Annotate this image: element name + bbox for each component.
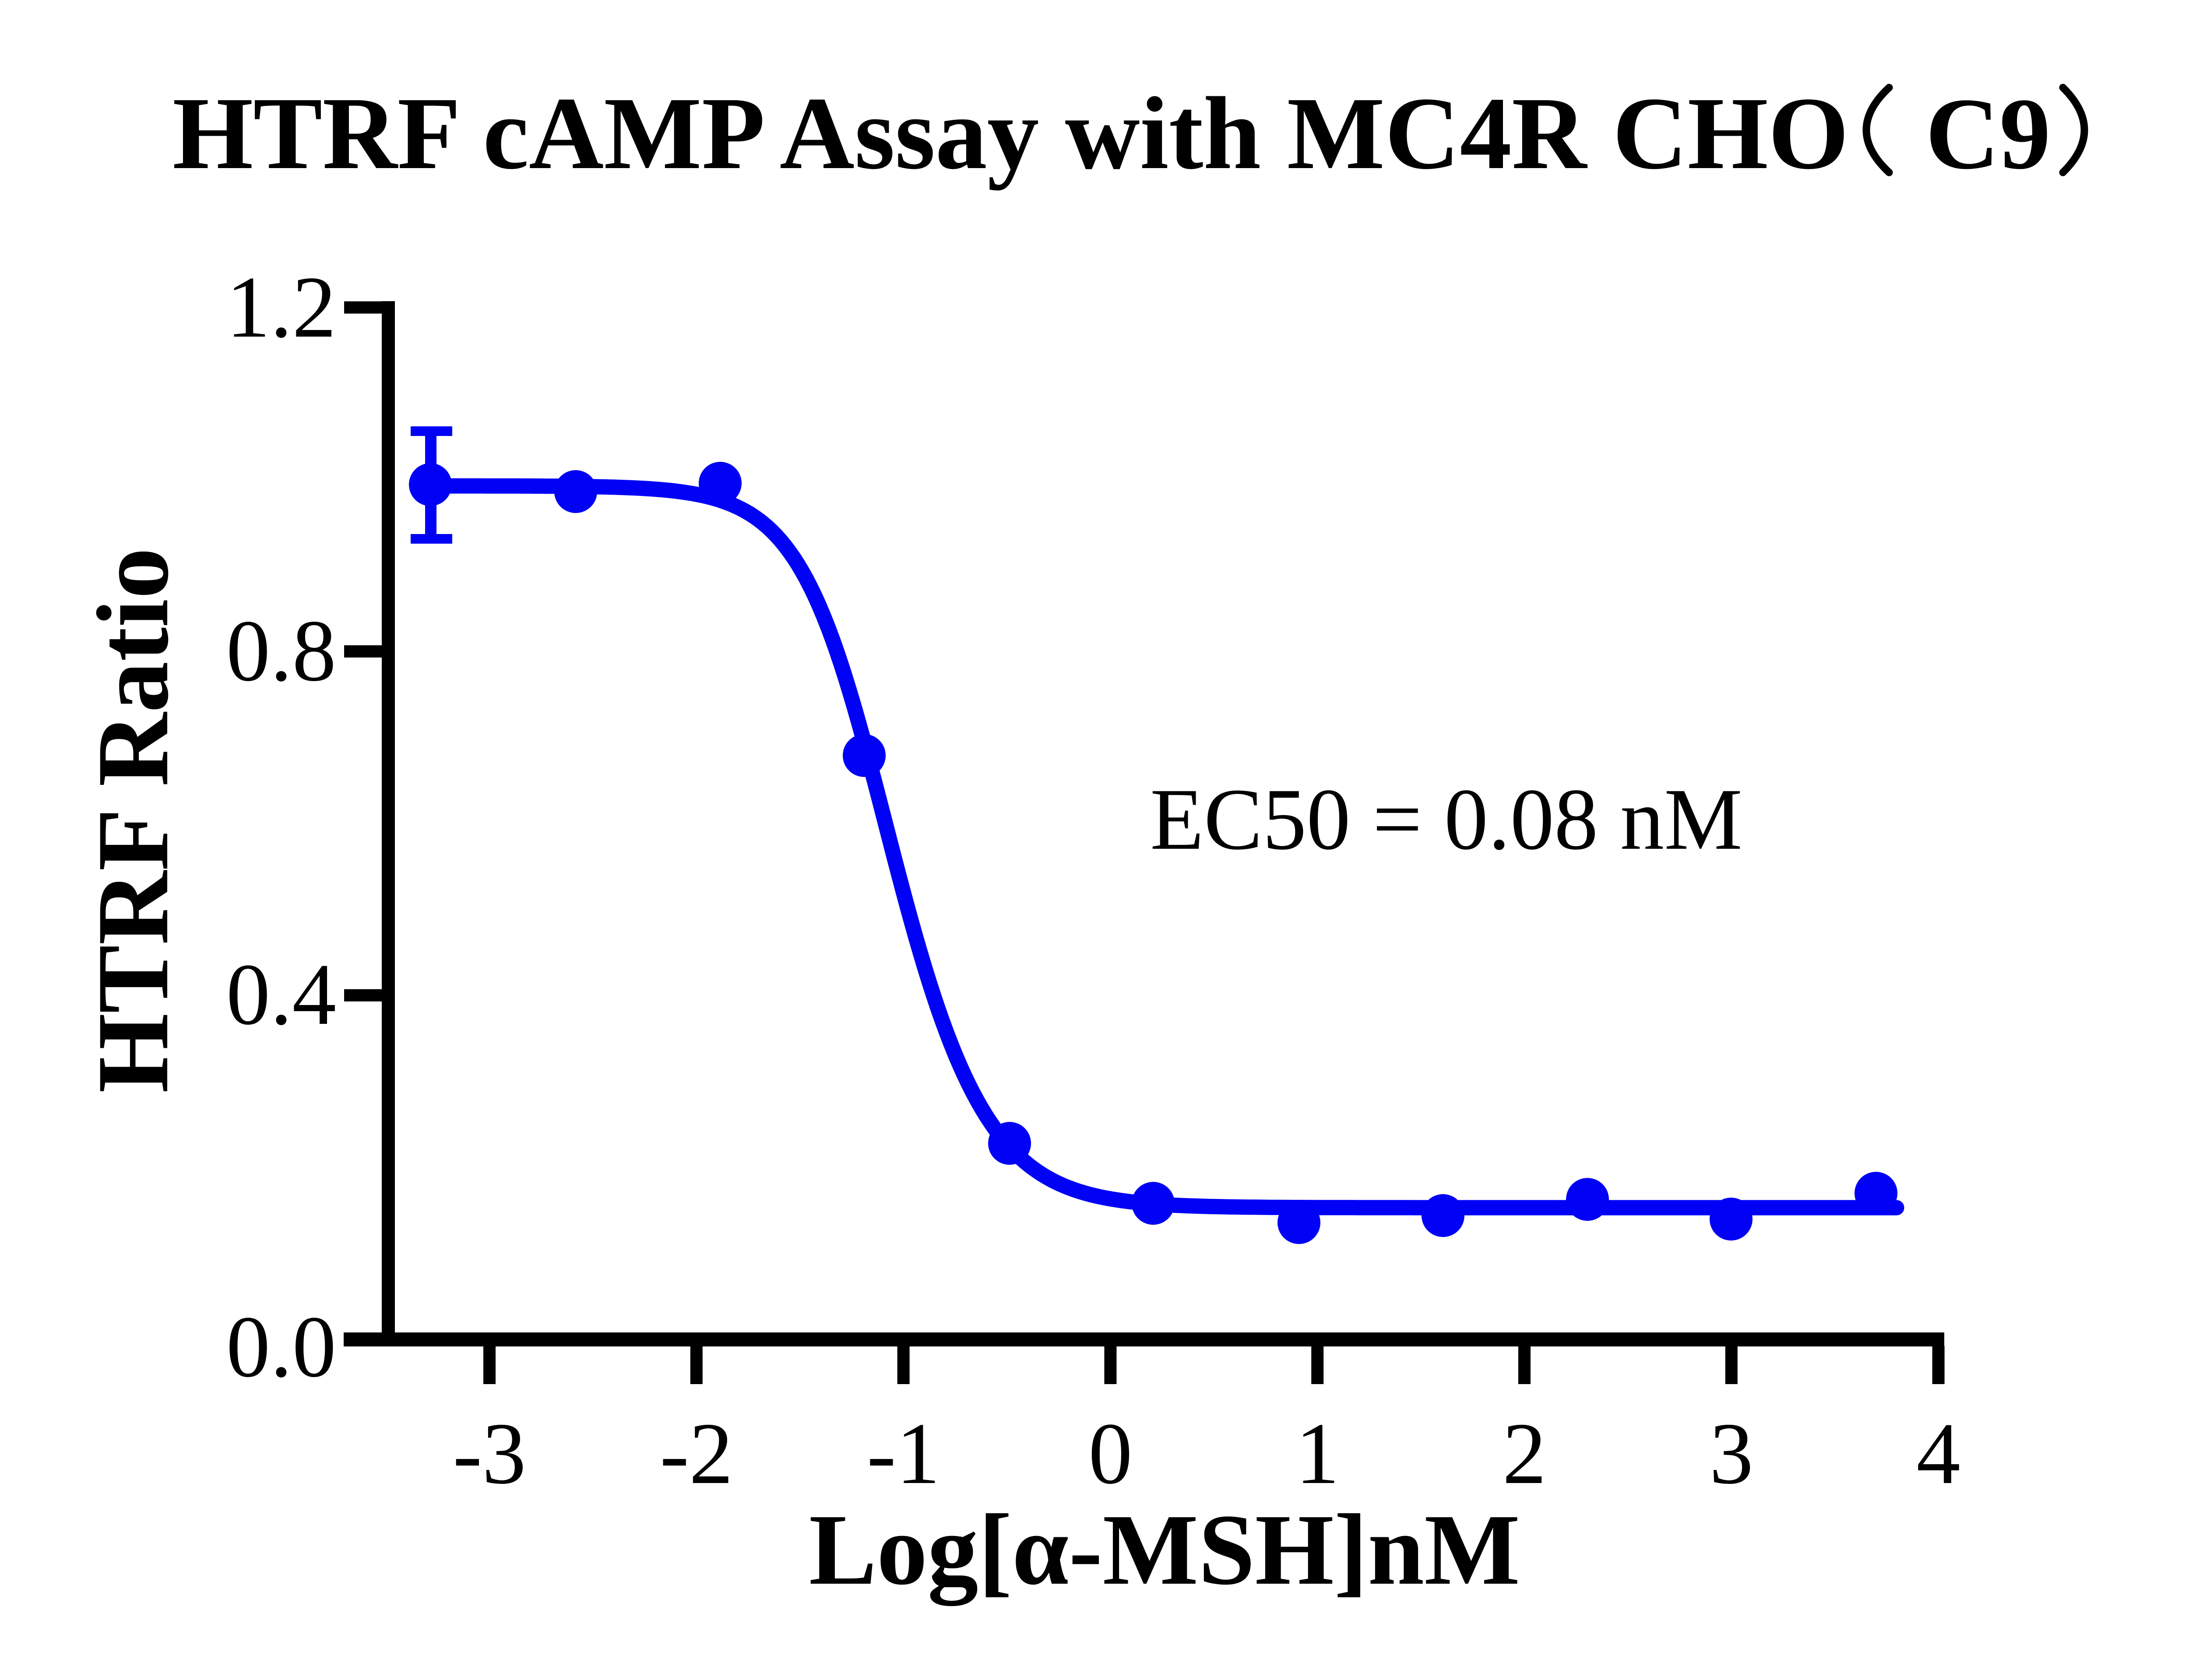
svg-text:3: 3	[1710, 1405, 1754, 1502]
svg-text:-3: -3	[453, 1405, 526, 1502]
svg-text:HTRF cAMP Assay with MC4R CHO: HTRF cAMP Assay with MC4R CHO	[172, 76, 1849, 191]
svg-text:-1: -1	[867, 1405, 940, 1502]
svg-text:2: 2	[1503, 1405, 1547, 1502]
svg-text:C9: C9	[1925, 77, 2051, 190]
svg-text:0: 0	[1088, 1405, 1133, 1502]
svg-text:0.8: 0.8	[226, 602, 336, 699]
svg-text:0.0: 0.0	[226, 1298, 336, 1395]
svg-text:1: 1	[1295, 1405, 1340, 1502]
svg-text:HTRF Ratio: HTRF Ratio	[76, 548, 190, 1093]
svg-text:EC50 = 0.08 nM: EC50 = 0.08 nM	[1150, 771, 1742, 868]
svg-text:Log[α-MSH]nM: Log[α-MSH]nM	[809, 1494, 1520, 1606]
svg-text:1.2: 1.2	[226, 259, 336, 356]
svg-text:4: 4	[1916, 1405, 1960, 1502]
svg-text:-2: -2	[660, 1405, 733, 1502]
svg-text:0.4: 0.4	[226, 946, 336, 1043]
